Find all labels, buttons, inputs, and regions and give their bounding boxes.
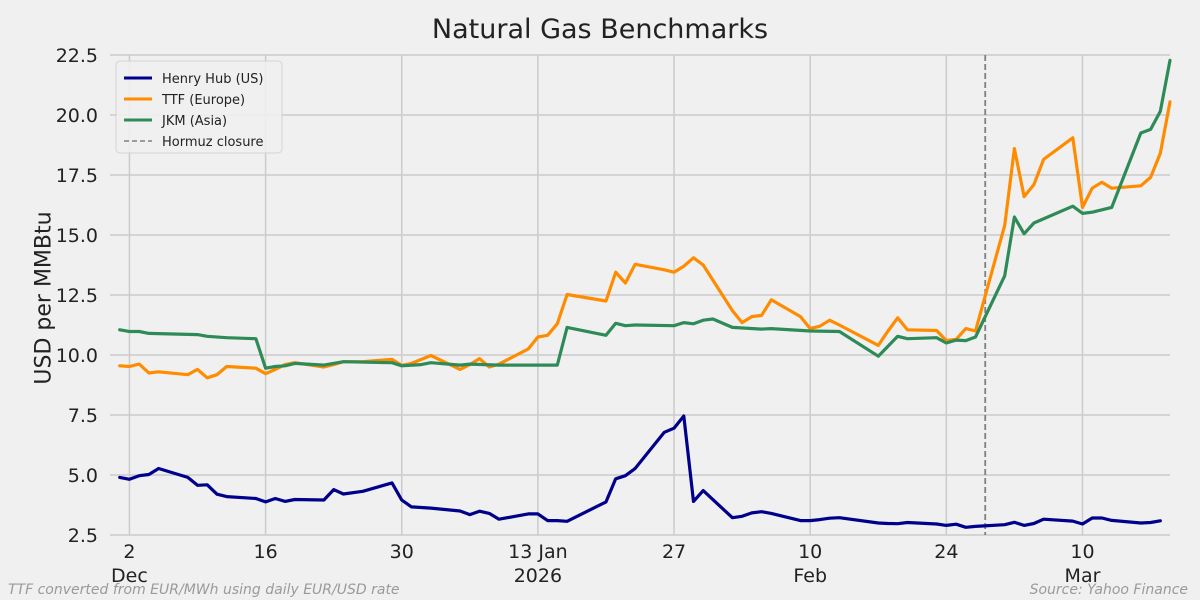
x-tick-label: 16 [254,541,278,563]
y-tick-label: 7.5 [68,405,98,427]
footnote-source: Source: Yahoo Finance [1029,582,1188,598]
series-line-0 [118,414,1162,529]
legend-label: Henry Hub (US) [162,72,264,87]
footnote-conversion: TTF converted from EUR/MWh using daily E… [8,582,400,598]
x-tick-label: 13 Jan [508,541,568,563]
x-tick-label: 24 [934,541,958,563]
y-tick-label: 10.0 [56,345,98,367]
chart-title: Natural Gas Benchmarks [431,14,769,45]
grid-layer [110,54,1170,536]
series-layer [118,55,1172,535]
y-tick-label: 15.0 [56,225,98,247]
series-line-2 [118,58,1172,370]
legend-box [115,60,283,154]
legend-label: Hormuz closure [162,135,264,150]
legend: Henry Hub (US) TTF (Europe) JKM (Asia) Horm… [115,60,283,154]
x-tick-label: 2 [123,541,135,563]
y-tick-label: 22.5 [56,45,98,67]
x-tick-sublabel: Mar [1065,565,1101,587]
y-tick-label: 2.5 [68,525,98,547]
y-tick-label: 5.0 [68,465,98,487]
x-tick-sublabel: Feb [793,565,827,587]
x-tick-sublabel: 2026 [514,565,562,587]
x-tick-label: 10 [798,541,822,563]
x-tick-label: 27 [662,541,686,563]
legend-label: JKM (Asia) [161,114,227,129]
x-tick-label: 10 [1070,541,1094,563]
x-tick-sublabel: Dec [111,565,148,587]
x-tick-label: 30 [390,541,414,563]
y-tick-label: 17.5 [56,165,98,187]
y-tick-label: 12.5 [56,285,98,307]
y-tick-label: 20.0 [56,105,98,127]
legend-label: TTF (Europe) [161,93,245,108]
